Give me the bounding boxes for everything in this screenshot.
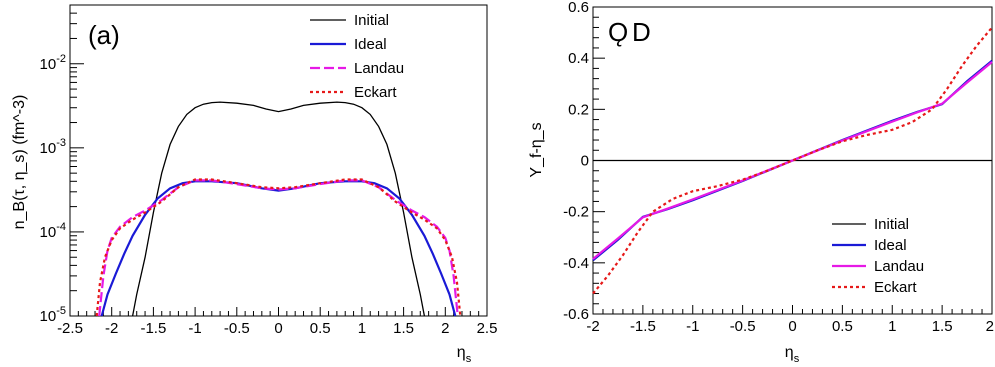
x-tick-label: 2: [986, 318, 994, 335]
x-axis-title: ηs: [785, 344, 800, 365]
panel-label: (a): [88, 20, 120, 50]
legend-label: Ideal: [874, 237, 907, 254]
series-line-ideal: [100, 180, 457, 317]
y-axis-title: n_B(τ, η_s) (fm^-3): [11, 95, 28, 230]
x-tick-label: -2: [586, 318, 599, 335]
panel-label-overlay: D: [632, 17, 651, 47]
series-line-eckart: [592, 26, 993, 295]
y-tick-label: 0: [581, 153, 589, 170]
series-line-eckart: [95, 178, 462, 317]
y-tick-label: 0.6: [568, 0, 589, 16]
x-tick-label: 0: [788, 318, 796, 335]
y-tick-label: -0.4: [563, 255, 589, 272]
y-tick-label: -0.6: [563, 306, 589, 323]
plot-frame: [69, 4, 488, 317]
series-line-initial: [131, 101, 426, 317]
x-tick-label: -1.5: [630, 318, 656, 335]
y-tick-label: 0.4: [568, 50, 589, 67]
legend-label: Landau: [874, 258, 924, 275]
x-tick-label: -1: [188, 320, 201, 337]
y-axis-title: Y_f-η_s: [528, 122, 545, 177]
legend-label: Landau: [354, 60, 404, 77]
y-tick-label: 10-5: [40, 305, 66, 325]
legend-label: Initial: [874, 216, 909, 233]
x-tick-label: -0.5: [730, 318, 756, 335]
y-tick-label: 10-3: [40, 137, 66, 157]
x-tick-label: 2: [441, 320, 449, 337]
x-tick-label: -2: [105, 320, 118, 337]
x-tick-label: 1: [358, 320, 366, 337]
x-tick-label: 2.5: [477, 320, 498, 337]
series-line-landau: [98, 179, 459, 317]
legend-label: Eckart: [354, 84, 397, 101]
x-tick-label: -1.5: [140, 320, 166, 337]
x-tick-label: 0.5: [832, 318, 853, 335]
x-tick-label: 1.5: [932, 318, 953, 335]
x-axis-title: ηs: [457, 344, 472, 365]
x-tick-label: -0.5: [224, 320, 250, 337]
y-tick-label: 0.2: [568, 101, 589, 118]
x-tick-label: -2.5: [57, 320, 83, 337]
x-tick-label: 0.5: [310, 320, 331, 337]
legend-label: Initial: [354, 12, 389, 29]
panel-b: -2 -1.5 -1 -0.5 0 0.5 1 1.5 2 -0.6 -0.4 -0.2 0 0.2 0.4…: [528, 0, 994, 365]
y-tick-label: 10-2: [40, 53, 66, 73]
series-line-landau: [592, 61, 993, 260]
x-tick-label: 1.5: [393, 320, 414, 337]
legend-label: Eckart: [874, 279, 917, 296]
y-tick-label: -0.2: [563, 204, 589, 221]
x-tick-label: 1: [888, 318, 896, 335]
x-tick-label: 0: [274, 320, 282, 337]
panel-a: -2.5 -2 -1.5 -1 -0.5 0 0.5 1 1.5 2 2.5 10-5 10-4 10-3…: [11, 4, 498, 365]
y-tick-label: 10-4: [40, 221, 66, 241]
legend-label: Ideal: [354, 36, 387, 53]
x-tick-label: -1: [686, 318, 699, 335]
panel-label: Ǫ: [608, 17, 628, 47]
